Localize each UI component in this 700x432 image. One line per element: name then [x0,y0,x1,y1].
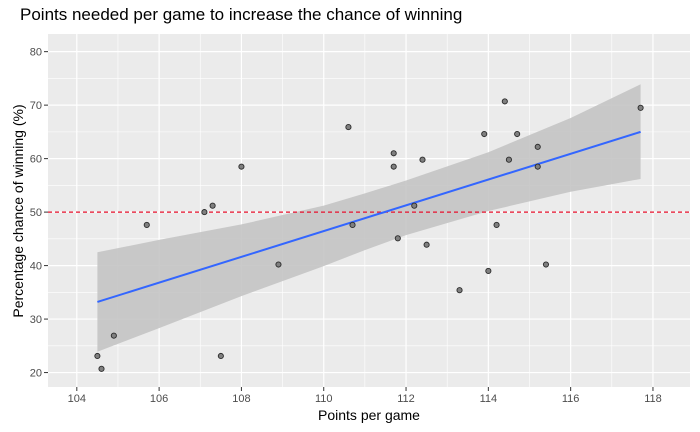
data-point [456,287,463,294]
x-tick-label: 110 [315,393,333,405]
data-point [143,221,150,228]
data-point [217,352,224,360]
x-axis-ticks: 104 106 108 110 112 114 116 118 [68,387,662,405]
data-point [390,163,397,170]
data-point [209,202,216,209]
x-tick-label: 114 [480,393,498,405]
data-point [419,156,426,163]
y-tick-label: 70 [30,100,42,112]
x-tick-label: 104 [68,393,86,405]
data-point [423,241,430,248]
trend-line [97,130,641,303]
x-tick-label: 116 [562,393,580,405]
data-point [201,209,208,216]
x-tick-label: 108 [232,393,250,405]
data-point [411,202,418,209]
confidence-band [97,84,641,352]
x-axis-label: Points per game [318,407,420,423]
x-tick-label: 118 [644,393,662,405]
data-point [94,352,101,360]
data-point [505,156,512,163]
y-axis-ticks: 20 30 40 50 60 70 80 [30,47,48,380]
data-point [481,130,488,138]
data-points [94,98,644,372]
data-point [534,143,541,150]
data-point [98,365,105,372]
data-point [394,235,401,242]
data-point [501,98,508,105]
y-tick-label: 20 [30,368,42,380]
y-tick-label: 30 [30,314,42,326]
y-tick-label: 60 [30,154,42,166]
data-point [238,163,245,170]
chart-title: Points needed per game to increase the c… [20,5,463,24]
data-point [493,221,500,228]
data-point [390,150,397,157]
data-point [110,332,117,339]
y-tick-label: 80 [30,47,42,59]
y-tick-label: 40 [30,261,42,273]
y-axis-label: Percentage chance of winning (%) [10,104,26,318]
data-point [542,261,550,268]
data-point [345,124,352,131]
data-point [534,163,541,170]
data-point [275,261,282,268]
y-tick-label: 50 [30,207,42,219]
x-tick-label: 106 [150,393,168,405]
data-point [637,104,644,111]
data-point [485,267,492,274]
data-point [349,221,356,228]
data-point [514,130,521,138]
x-tick-label: 112 [397,393,415,405]
